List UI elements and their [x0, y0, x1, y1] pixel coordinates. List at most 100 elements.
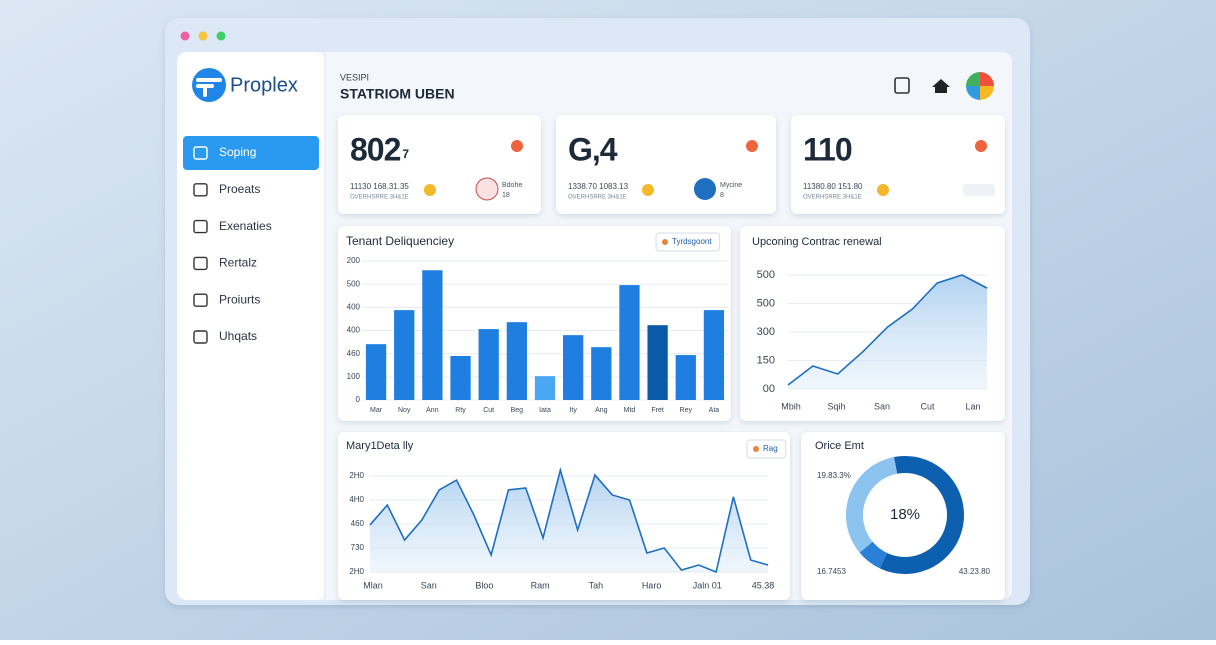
x-tick-label: Mbih — [781, 401, 801, 411]
side-icon — [694, 178, 716, 200]
clipboard-icon[interactable] — [894, 77, 910, 94]
x-tick-label: 45.38 — [752, 580, 775, 590]
x-tick-label: Noy — [398, 407, 411, 414]
y-tick-label: 100 — [347, 372, 361, 381]
nav-item[interactable]: Proeats — [219, 182, 260, 196]
chart-button-bg[interactable] — [655, 232, 721, 252]
x-tick-label: Rty — [455, 407, 466, 414]
bar — [675, 355, 696, 400]
side-value: 8 — [720, 192, 724, 199]
x-tick-label: Sqih — [827, 401, 845, 411]
nav-item[interactable]: Soping — [219, 145, 256, 159]
stat-line2: OVERHSRRE 3H&1E — [803, 195, 862, 201]
y-tick-label: 460 — [347, 349, 361, 358]
x-tick-label: Mtd — [624, 407, 636, 414]
badge-icon — [642, 184, 654, 196]
donut-center-label: 18% — [890, 506, 920, 523]
y-tick-label: 400 — [347, 302, 361, 311]
nav-icon — [193, 330, 208, 344]
donut-label: 19.83.3% — [817, 471, 851, 480]
badge-icon — [877, 184, 889, 196]
stat-value: 110 — [803, 131, 852, 167]
chart-title: Orice Emt — [815, 440, 864, 452]
nav-icon — [193, 146, 208, 160]
y-tick-label: 730 — [351, 543, 365, 552]
stat-unit: 7 — [402, 147, 409, 161]
stat-card — [556, 115, 776, 214]
data-line — [787, 274, 988, 386]
badge-icon — [424, 184, 436, 196]
chart-button-bg[interactable] — [746, 439, 787, 459]
x-tick-label: San — [421, 580, 437, 590]
y-tick-label: 400 — [347, 326, 361, 335]
x-tick-label: Lan — [965, 401, 980, 411]
x-tick-label: Mlan — [363, 580, 383, 590]
avatar[interactable] — [966, 72, 994, 100]
y-tick-label: 300 — [757, 326, 775, 338]
chart-title: Upconing Contrac renewal — [752, 236, 882, 248]
nav-icon — [193, 293, 208, 307]
bar — [450, 355, 471, 400]
stat-line2: OVERHSRRE 3H&1E — [350, 195, 409, 201]
nav-icon — [193, 219, 208, 234]
x-tick-label: Fret — [651, 407, 664, 414]
chart-title: Tenant Deliquenciey — [346, 234, 454, 248]
minimize-dot[interactable] — [198, 31, 208, 41]
home-icon[interactable] — [932, 79, 950, 93]
x-tick-label: Mar — [370, 407, 383, 414]
x-tick-label: Rey — [680, 407, 693, 414]
bar — [422, 270, 443, 400]
y-tick-label: 0 — [356, 395, 361, 404]
nav-icon — [193, 183, 208, 197]
side-icon — [475, 177, 499, 201]
bar — [563, 335, 584, 400]
x-tick-label: Iata — [539, 407, 551, 414]
nav-item[interactable]: Uhqats — [219, 329, 257, 343]
bar — [647, 325, 668, 400]
sidebar — [177, 52, 325, 600]
y-tick-label: 500 — [347, 279, 361, 288]
y-tick-label: 500 — [757, 297, 775, 309]
stat-line1: 1338.70 1083.13 — [568, 182, 629, 191]
x-tick-label: Ity — [569, 407, 577, 414]
nav-item[interactable]: Proiurts — [219, 292, 260, 306]
y-tick-label: 00 — [763, 383, 775, 395]
header-subtitle: VESIPI — [340, 72, 369, 82]
y-tick-label: 500 — [757, 269, 775, 281]
alert-icon — [975, 140, 987, 152]
header-title: STATRIOM UBEN — [340, 86, 455, 102]
nav-item[interactable]: Exenaties — [219, 219, 272, 233]
nav-active-bg — [183, 136, 319, 170]
logo-text: Proplex — [230, 74, 298, 96]
bar — [703, 310, 725, 400]
x-tick-label: Ram — [531, 580, 550, 590]
area-fill — [370, 470, 768, 572]
bar — [506, 322, 527, 400]
stat-card — [791, 115, 1005, 214]
x-tick-label: Tah — [589, 580, 604, 590]
chart-button[interactable]: Tyrdsgoont — [672, 237, 712, 246]
x-tick-label: Jaln 01 — [693, 580, 722, 590]
x-tick-label: Beg — [511, 407, 524, 414]
bar — [478, 329, 499, 400]
x-tick-label: Ata — [709, 407, 720, 414]
y-tick-label: 460 — [351, 519, 365, 528]
chart-title: Mary1Deta lly — [346, 440, 414, 452]
donut-segment — [879, 456, 965, 574]
stat-line1: 11380.80 151.80 — [803, 182, 863, 191]
side-placeholder — [963, 184, 995, 196]
donut-segment — [859, 541, 888, 569]
button-icon — [662, 239, 668, 245]
close-dot[interactable] — [180, 31, 190, 41]
nav-item[interactable]: Rertalz — [219, 256, 257, 270]
chart-button[interactable]: Rag — [763, 444, 778, 453]
donut-segment — [846, 457, 898, 553]
donut-label: 43.23.80 — [959, 567, 991, 576]
alert-icon — [746, 140, 758, 152]
logo-mark — [196, 78, 222, 97]
maximize-dot[interactable] — [216, 31, 226, 41]
stat-value: 802 — [350, 131, 401, 167]
stat-line2: OVERHSRRE 3H&1E — [568, 195, 627, 201]
x-tick-label: Cut — [920, 401, 935, 411]
